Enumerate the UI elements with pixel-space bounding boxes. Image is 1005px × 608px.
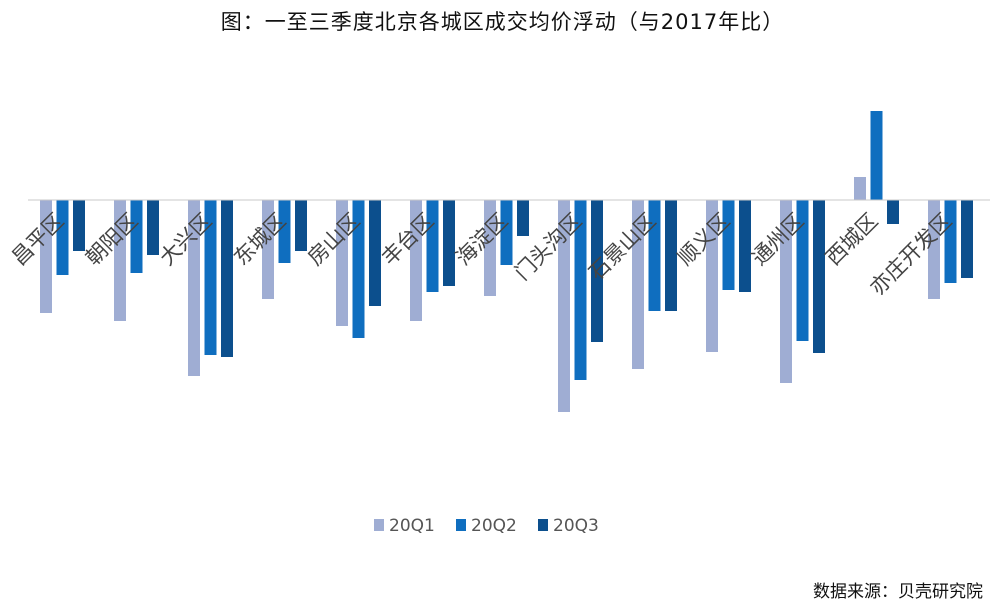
category-label: 西城区 — [821, 209, 883, 271]
bar-20Q2-10 — [722, 200, 735, 290]
bar-20Q1-3 — [188, 200, 200, 376]
bar-20Q1-10 — [706, 200, 718, 352]
bar-20Q2-1 — [56, 200, 69, 275]
bar-20Q2-2 — [130, 200, 143, 273]
legend-label-20Q1: 20Q1 — [389, 516, 435, 536]
bar-20Q2-7 — [500, 200, 513, 265]
bar-20Q1-2 — [114, 200, 126, 321]
bar-20Q2-13 — [944, 200, 957, 283]
bar-20Q1-1 — [40, 200, 52, 313]
bar-20Q3-12 — [887, 200, 899, 224]
bar-20Q2-8 — [574, 200, 587, 380]
bar-20Q1-13 — [928, 200, 940, 299]
bar-20Q1-5 — [336, 200, 348, 326]
legend-label-20Q3: 20Q3 — [553, 516, 599, 536]
bar-20Q2-12 — [870, 111, 883, 200]
bar-20Q3-9 — [665, 200, 677, 311]
bar-20Q3-6 — [443, 200, 455, 286]
bar-20Q3-1 — [73, 200, 85, 251]
bar-20Q2-5 — [352, 200, 365, 338]
bar-20Q2-6 — [426, 200, 439, 292]
bar-20Q3-8 — [591, 200, 603, 342]
bar-20Q1-7 — [484, 200, 496, 296]
bar-20Q3-13 — [961, 200, 973, 278]
data-source-note: 数据来源：贝壳研究院 — [813, 582, 983, 602]
bar-20Q2-4 — [278, 200, 291, 263]
bar-20Q2-9 — [648, 200, 661, 311]
bar-20Q3-7 — [517, 200, 529, 236]
bar-20Q3-11 — [813, 200, 825, 353]
bar-20Q1-12 — [854, 177, 866, 200]
bar-20Q1-11 — [780, 200, 792, 383]
chart-title: 图：一至三季度北京各城区成交均价浮动（与2017年比） — [220, 10, 785, 34]
bar-20Q3-5 — [369, 200, 381, 306]
bar-20Q1-8 — [558, 200, 570, 412]
legend-swatch-20Q2 — [456, 519, 466, 531]
bar-20Q1-6 — [410, 200, 422, 321]
bar-20Q3-2 — [147, 200, 159, 255]
bar-20Q1-9 — [632, 200, 644, 369]
bar-20Q3-10 — [739, 200, 751, 292]
legend-label-20Q2: 20Q2 — [471, 516, 517, 536]
bars-group — [40, 111, 973, 412]
bar-20Q2-11 — [796, 200, 809, 341]
bar-20Q1-4 — [262, 200, 274, 299]
bar-20Q3-3 — [221, 200, 233, 357]
legend: 20Q1 20Q2 20Q3 — [374, 516, 599, 536]
bar-20Q3-4 — [295, 200, 307, 251]
legend-swatch-20Q3 — [538, 519, 548, 531]
bar-20Q2-3 — [204, 200, 217, 355]
legend-swatch-20Q1 — [374, 519, 384, 531]
